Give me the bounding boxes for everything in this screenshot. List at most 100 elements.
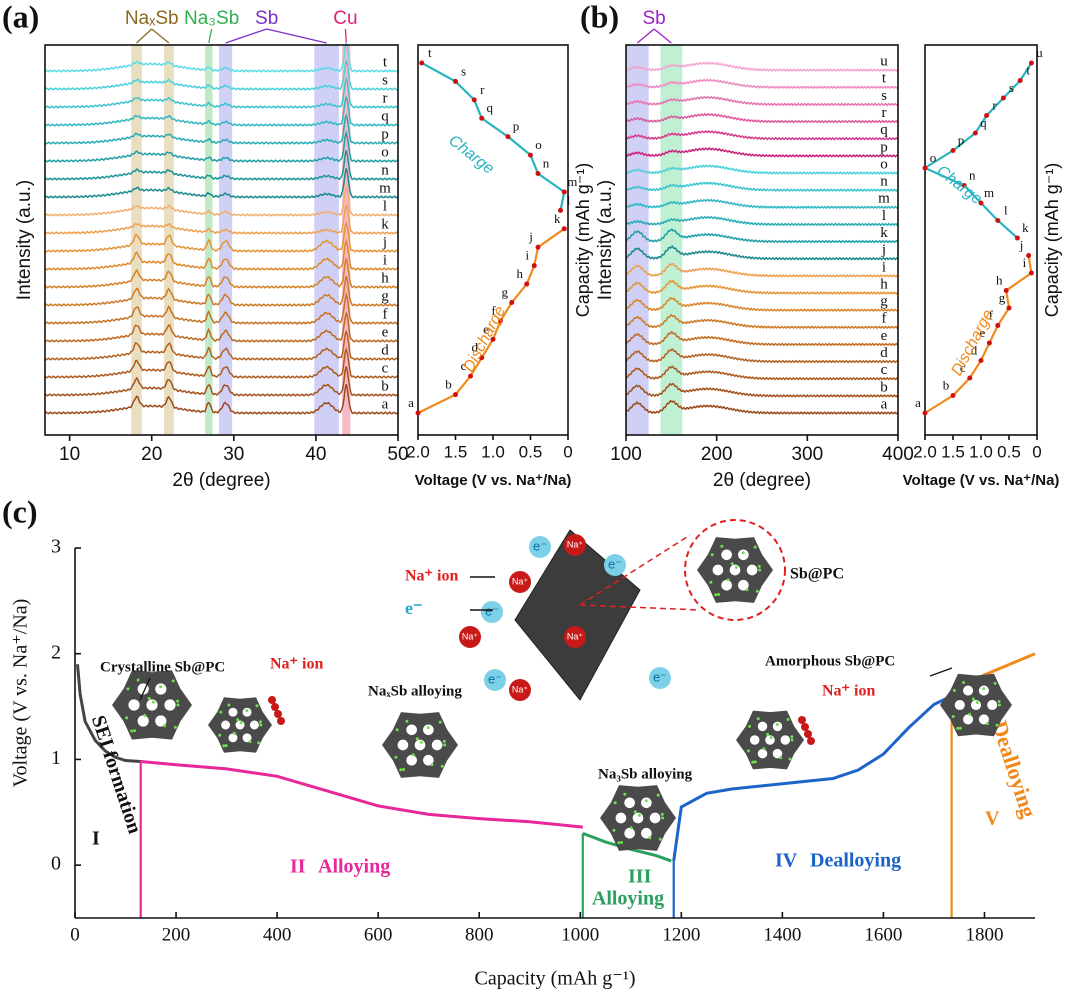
pore — [164, 699, 176, 711]
sb-dot — [438, 720, 442, 724]
sb-dot — [730, 562, 734, 566]
xrd-curve — [625, 181, 899, 192]
state-point — [419, 60, 425, 66]
arrow — [470, 576, 495, 611]
state-point — [1028, 270, 1034, 276]
curve-label: m — [878, 191, 890, 207]
pore — [221, 720, 231, 730]
state-label: a — [915, 395, 921, 410]
y-tick-label: 1 — [51, 747, 61, 769]
phase-arrow — [653, 28, 672, 44]
xrd-curve — [625, 296, 899, 312]
state-label: m — [984, 185, 994, 200]
pore — [137, 715, 149, 727]
annotation: Na₃Sb alloying — [598, 766, 693, 782]
x-tick-label: 0.5 — [997, 442, 1021, 461]
x-tick-label: 400 — [263, 924, 292, 945]
state-point — [1026, 253, 1032, 258]
sb-dot — [962, 681, 966, 685]
phase-arrow — [225, 28, 267, 44]
x-tick-label: 1600 — [864, 924, 902, 945]
sb-dot — [958, 726, 962, 730]
stage-number: I — [92, 828, 100, 850]
sb-dot — [658, 837, 662, 841]
curve-label: n — [381, 162, 389, 178]
sb-dot — [623, 792, 627, 796]
sb-dot — [236, 718, 240, 722]
pore — [249, 720, 259, 730]
state-label: s — [461, 63, 466, 78]
stage-name: Alloying — [318, 856, 390, 878]
x-tick-label: 2.0 — [406, 442, 430, 461]
xrd-curve — [44, 130, 399, 163]
sb-dot — [430, 763, 434, 767]
curve-label: r — [383, 90, 388, 106]
zoom-circle — [684, 519, 786, 621]
sb-dot — [710, 553, 714, 557]
state-point — [561, 226, 567, 232]
electron-label: e⁻ — [533, 538, 547, 553]
sb-dot — [617, 841, 621, 845]
sb-dot — [753, 545, 757, 549]
phase-label: Sb — [642, 8, 665, 29]
sb-dot — [717, 592, 721, 596]
state-label: j — [1019, 237, 1024, 252]
phase-label: Na₃Sb — [184, 8, 239, 29]
xrd-curve — [44, 346, 399, 379]
sb-dot — [394, 755, 398, 759]
xrd-curve — [625, 228, 899, 244]
curve-label: k — [880, 225, 888, 241]
sb-dot — [227, 703, 231, 707]
sb-dot — [224, 744, 228, 748]
sb-dot — [746, 749, 750, 753]
sb-dot — [620, 840, 624, 844]
sb-dot — [997, 700, 1001, 704]
sb-dot — [130, 729, 134, 733]
sb-dot — [790, 738, 794, 742]
na-ion — [274, 710, 282, 718]
sb-dot — [239, 721, 243, 725]
pore — [987, 699, 998, 711]
pore — [242, 733, 252, 743]
annotation: Crystalline Sb@PC — [100, 659, 225, 675]
direction-label: Charge — [445, 132, 497, 178]
state-label: h — [517, 266, 524, 281]
curve-label: n — [880, 174, 888, 190]
direction-label: Charge — [933, 162, 985, 208]
y-axis-title: Capacity (mAh g⁻¹) — [1042, 163, 1062, 318]
sb-dot — [232, 731, 236, 735]
x-axis-title: Voltage (V vs. Na⁺/Na) — [903, 472, 1060, 489]
state-label: d — [971, 342, 978, 357]
state-point — [978, 358, 984, 363]
state-label: h — [996, 272, 1003, 287]
electron-label: e⁻ — [653, 669, 667, 684]
pore — [765, 735, 775, 745]
curve-label: u — [880, 54, 888, 70]
na-ion — [807, 737, 815, 745]
curve-label: a — [382, 396, 389, 412]
state-label: m — [567, 174, 577, 189]
state-label: i — [525, 248, 529, 263]
state-label: e — [483, 321, 489, 336]
state-point — [561, 189, 567, 195]
sb-dot — [790, 735, 794, 739]
xrd-curve — [625, 313, 899, 330]
sb-dot — [971, 697, 975, 701]
state-point — [1000, 95, 1006, 101]
xrd-curve — [625, 279, 899, 295]
curve-label: e — [881, 328, 888, 344]
ion-label: Na⁺ — [462, 631, 479, 641]
xrd-curve — [44, 384, 399, 415]
sb-dot — [442, 739, 446, 743]
state-point — [986, 340, 992, 346]
state-label: t — [1026, 62, 1030, 77]
state-label: n — [543, 156, 550, 171]
xrd-curve — [44, 366, 399, 397]
pore — [746, 564, 758, 576]
annotation: NaₓSb alloying — [368, 683, 462, 699]
y-tick-label: 3 — [51, 536, 61, 558]
particle-illustration — [382, 712, 458, 778]
x-tick-label: 1400 — [763, 924, 801, 945]
state-label: p — [513, 119, 520, 134]
panel-label: (b) — [580, 0, 619, 34]
